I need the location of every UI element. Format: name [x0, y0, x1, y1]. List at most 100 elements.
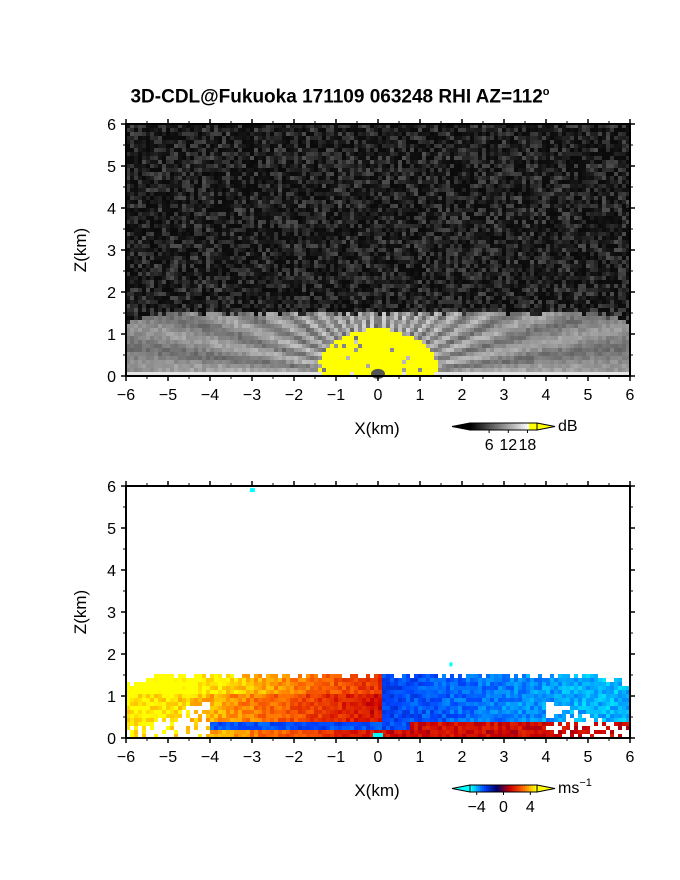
- field-cell: [334, 236, 338, 240]
- field-cell: [146, 280, 150, 284]
- field-cell: [206, 220, 210, 224]
- field-cell: [150, 264, 154, 268]
- field-cell: [306, 244, 310, 248]
- field-cell: [506, 152, 510, 156]
- field-cell: [262, 256, 266, 260]
- field-cell: [418, 224, 422, 228]
- field-cell: [258, 264, 262, 268]
- field-cell: [406, 220, 410, 224]
- field-cell: [266, 240, 270, 244]
- field-cell: [206, 208, 210, 212]
- field-cell: [478, 132, 482, 136]
- field-cell: [402, 188, 406, 192]
- field-cell: [254, 256, 258, 260]
- field-cell: [302, 272, 306, 276]
- field-cell: [314, 156, 318, 160]
- field-cell: [146, 168, 150, 172]
- field-cell: [350, 152, 354, 156]
- field-cell: [374, 256, 378, 260]
- field-cell: [498, 172, 502, 176]
- field-cell: [414, 212, 418, 216]
- field-cell: [606, 276, 610, 280]
- field-cell: [478, 176, 482, 180]
- field-cell: [170, 152, 174, 156]
- field-cell: [546, 148, 550, 152]
- field-cell: [294, 188, 298, 192]
- field-cell: [622, 136, 626, 140]
- field-cell: [178, 232, 182, 236]
- field-cell: [590, 244, 594, 248]
- field-cell: [142, 132, 146, 136]
- field-cell: [190, 192, 194, 196]
- field-cell: [238, 176, 242, 180]
- field-cell: [342, 128, 346, 132]
- field-cell: [490, 132, 494, 136]
- field-cell: [362, 200, 366, 204]
- field-cell: [478, 272, 482, 276]
- field-cell: [310, 232, 314, 236]
- field-cell: [614, 232, 618, 236]
- field-cell: [618, 228, 622, 232]
- field-cell: [206, 180, 210, 184]
- field-cell: [438, 276, 442, 280]
- field-cell: [582, 240, 586, 244]
- field-cell: [262, 236, 266, 240]
- field-cell: [294, 164, 298, 168]
- field-cell: [306, 164, 310, 168]
- field-cell: [622, 188, 626, 192]
- field-cell: [362, 208, 366, 212]
- field-cell: [570, 252, 574, 256]
- field-cell: [518, 224, 522, 228]
- field-cell: [226, 272, 230, 276]
- field-cell: [318, 192, 322, 196]
- field-cell: [482, 144, 486, 148]
- field-cell: [210, 280, 214, 284]
- field-cell: [450, 264, 454, 268]
- field-cell: [394, 244, 398, 248]
- field-cell: [370, 136, 374, 140]
- field-cell: [314, 224, 318, 228]
- field-cell: [318, 176, 322, 180]
- field-cell: [534, 240, 538, 244]
- field-cell: [534, 152, 538, 156]
- field-cell: [602, 240, 606, 244]
- field-cell: [490, 228, 494, 232]
- field-cell: [510, 184, 514, 188]
- field-cell: [434, 248, 438, 252]
- field-cell: [478, 148, 482, 152]
- field-cell: [422, 148, 426, 152]
- field-cell: [430, 212, 434, 216]
- field-cell: [546, 200, 550, 204]
- field-cell: [546, 128, 550, 132]
- field-cell: [422, 164, 426, 168]
- field-cell: [334, 228, 338, 232]
- field-cell: [570, 164, 574, 168]
- field-cell: [306, 172, 310, 176]
- field-cell: [578, 224, 582, 228]
- field-cell: [566, 236, 570, 240]
- field-cell: [402, 204, 406, 208]
- field-cell: [430, 240, 434, 244]
- field-cell: [438, 164, 442, 168]
- field-cell: [430, 272, 434, 276]
- field-cell: [166, 240, 170, 244]
- field-cell: [410, 260, 414, 264]
- field-cell: [310, 280, 314, 284]
- field-cell: [162, 220, 166, 224]
- field-cell: [430, 160, 434, 164]
- field-cell: [214, 276, 218, 280]
- field-cell: [510, 272, 514, 276]
- field-cell: [402, 156, 406, 160]
- field-cell: [286, 240, 290, 244]
- field-cell: [570, 244, 574, 248]
- field-cell: [326, 216, 330, 220]
- field-cell: [446, 252, 450, 256]
- field-cell: [354, 188, 358, 192]
- field-cell: [194, 156, 198, 160]
- field-cell: [386, 148, 390, 152]
- field-cell: [226, 144, 230, 148]
- field-cell: [586, 256, 590, 260]
- field-cell: [194, 144, 198, 148]
- field-cell: [502, 196, 506, 200]
